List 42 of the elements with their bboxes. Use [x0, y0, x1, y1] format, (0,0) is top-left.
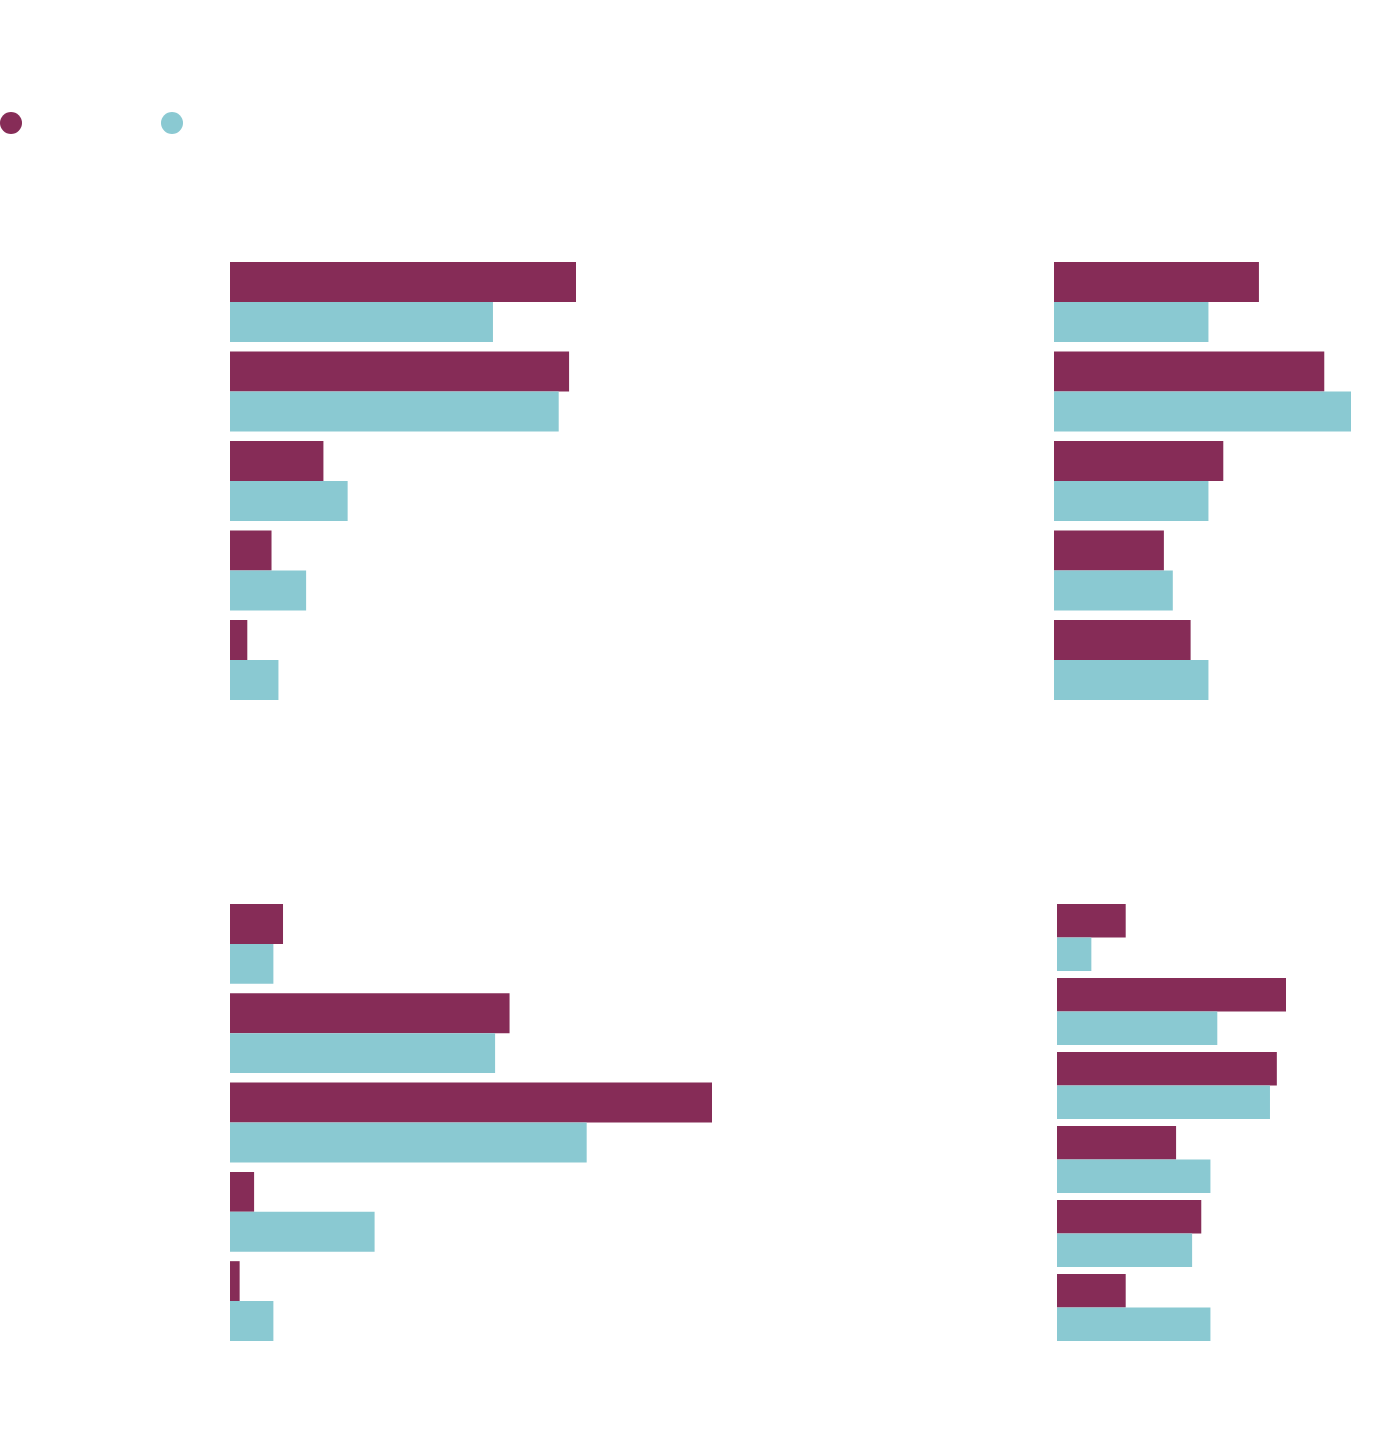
bar: [230, 1122, 587, 1163]
bar: [1054, 619, 1191, 660]
bar: [1054, 530, 1164, 571]
bar: [1057, 1011, 1218, 1046]
bar: [230, 1211, 375, 1252]
bar: [1054, 262, 1259, 303]
bar: [1057, 1307, 1211, 1341]
bar: [1057, 1085, 1270, 1120]
bar: [1054, 391, 1351, 432]
bar: [1054, 351, 1325, 392]
bar: [1057, 937, 1092, 972]
bar: [230, 904, 284, 944]
bar: [1057, 1273, 1126, 1308]
bar: [230, 302, 493, 343]
bar: [230, 619, 248, 660]
bar: [1057, 1125, 1177, 1160]
bar: [1054, 440, 1224, 481]
bar: [1057, 1233, 1193, 1268]
bar: [230, 1301, 274, 1341]
bar: [1057, 904, 1126, 938]
bar: [230, 993, 510, 1034]
bar: [230, 481, 348, 522]
bar: [230, 1261, 240, 1302]
bar: [1054, 570, 1173, 611]
bar: [230, 1171, 255, 1212]
bar: [1057, 1199, 1202, 1234]
bar: [230, 530, 272, 571]
bar: [230, 1082, 712, 1123]
bar: [1057, 977, 1286, 1012]
bar: [230, 440, 324, 481]
bar: [1057, 1159, 1211, 1194]
bar: [1054, 481, 1209, 522]
bar: [230, 570, 307, 611]
bar: [230, 262, 576, 303]
bar: [230, 1033, 496, 1074]
bar: [230, 351, 570, 392]
bar: [1054, 659, 1209, 700]
bar: [230, 943, 274, 984]
bar: [1057, 1051, 1277, 1086]
bar: [230, 391, 559, 432]
bar: [1054, 302, 1209, 343]
bar: [230, 659, 279, 700]
